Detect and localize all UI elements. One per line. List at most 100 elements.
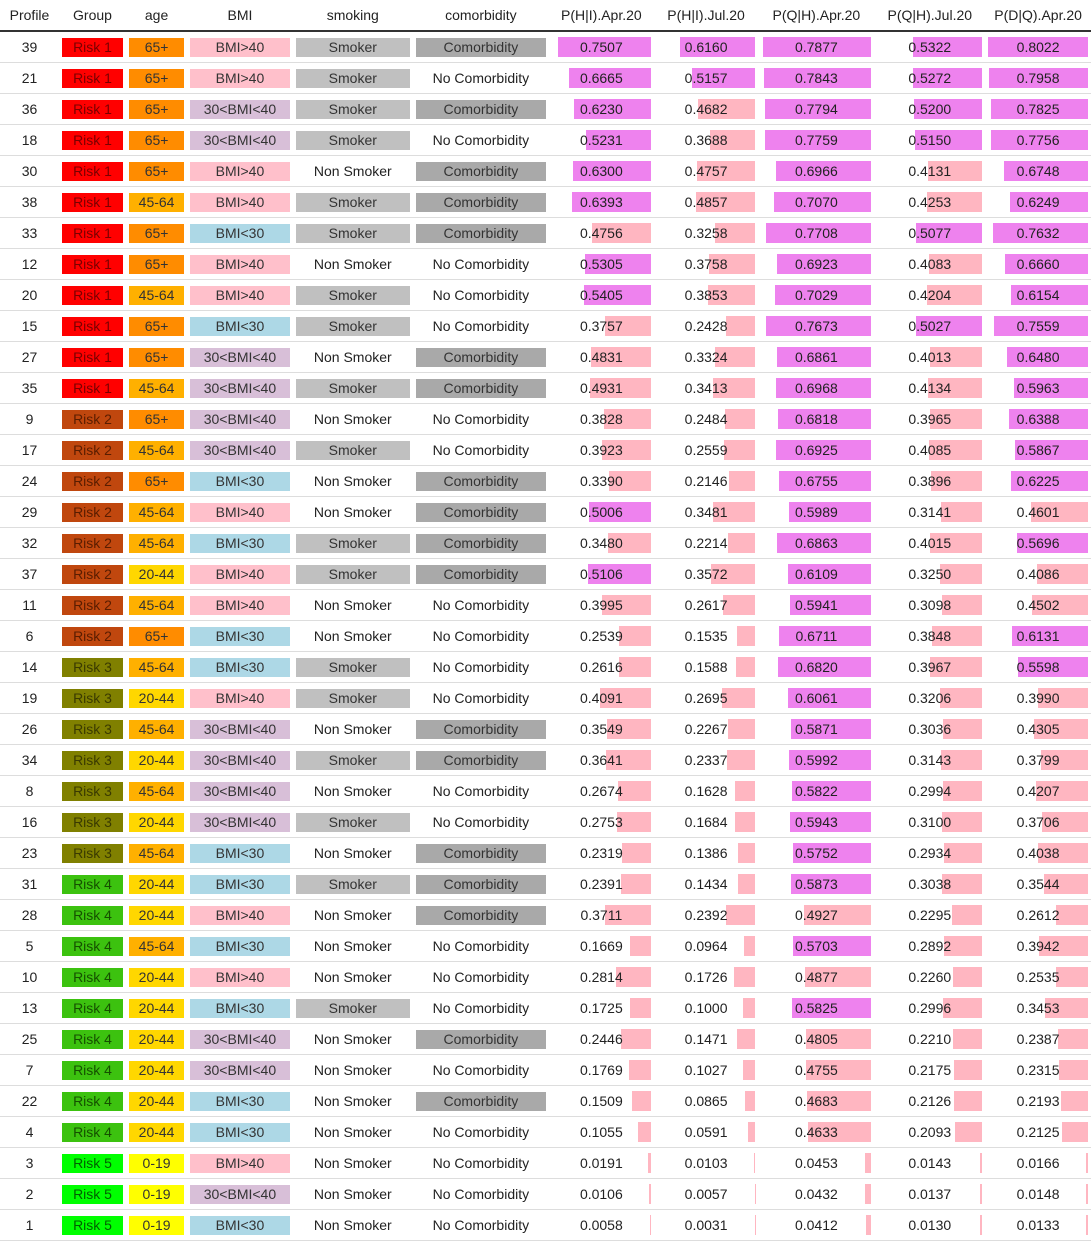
value-label: 0.2260	[877, 967, 982, 987]
comorbidity-cell: Comorbidity	[413, 1024, 549, 1055]
age-badge: 20-44	[129, 1123, 184, 1142]
smoking-badge: Smoker	[296, 565, 410, 584]
comorbidity-cell: Comorbidity	[413, 1086, 549, 1117]
smoking-cell: Non Smoker	[293, 342, 413, 373]
comorbidity-cell: No Comorbidity	[413, 404, 549, 435]
group-cell: Risk 1	[59, 187, 126, 218]
age-cell: 45-64	[126, 931, 187, 962]
profile-cell: 7	[0, 1055, 59, 1086]
p-h-i-apr20-cell: 0.6665	[549, 63, 654, 94]
value-label: 0.2319	[552, 843, 651, 863]
value-label: 0.3688	[657, 130, 756, 150]
bmi-cell: 30<BMI<40	[187, 1024, 293, 1055]
profile-cell: 37	[0, 559, 59, 590]
p-h-i-jul20-cell: 0.0591	[654, 1117, 759, 1148]
group-badge: Risk 4	[62, 1061, 123, 1080]
p-d-q-apr20-cell: 0.4305	[985, 714, 1091, 745]
value-label: 0.1684	[657, 812, 756, 832]
p-h-i-jul20-cell: 0.1535	[654, 621, 759, 652]
group-badge: Risk 3	[62, 689, 123, 708]
value-label: 0.5822	[761, 781, 871, 801]
age-badge: 0-19	[129, 1185, 184, 1204]
smoking-cell: Non Smoker	[293, 931, 413, 962]
bmi-badge: 30<BMI<40	[190, 131, 290, 150]
group-cell: Risk 3	[59, 776, 126, 807]
group-cell: Risk 5	[59, 1210, 126, 1241]
value-label: 0.0865	[657, 1091, 756, 1111]
p-d-q-apr20-cell: 0.7756	[985, 125, 1091, 156]
value-label: 0.6966	[761, 161, 871, 181]
smoking-badge: Non Smoker	[314, 504, 392, 520]
value-label: 0.6249	[988, 192, 1088, 212]
bmi-cell: BMI<30	[187, 993, 293, 1024]
comorbidity-badge: No Comorbidity	[433, 1124, 529, 1140]
comorbidity-cell: No Comorbidity	[413, 1055, 549, 1086]
value-label: 0.2387	[988, 1029, 1088, 1049]
p-h-i-jul20-cell: 0.0103	[654, 1148, 759, 1179]
p-q-h-apr20-cell: 0.5873	[758, 869, 874, 900]
profile-cell: 4	[0, 1117, 59, 1148]
value-label: 0.4038	[988, 843, 1088, 863]
value-label: 0.4134	[877, 378, 982, 398]
bmi-badge: BMI<30	[190, 472, 290, 491]
value-label: 0.4831	[552, 347, 651, 367]
value-label: 0.5231	[552, 130, 651, 150]
group-cell: Risk 1	[59, 94, 126, 125]
bmi-cell: 30<BMI<40	[187, 435, 293, 466]
profile-cell: 25	[0, 1024, 59, 1055]
comorbidity-badge: Comorbidity	[416, 1030, 546, 1049]
p-d-q-apr20-cell: 0.2612	[985, 900, 1091, 931]
p-d-q-apr20-cell: 0.2535	[985, 962, 1091, 993]
p-h-i-apr20-cell: 0.3711	[549, 900, 654, 931]
group-badge: Risk 5	[62, 1154, 123, 1173]
value-label: 0.2315	[988, 1060, 1088, 1080]
age-badge: 65+	[129, 224, 184, 243]
p-h-i-apr20-cell: 0.6300	[549, 156, 654, 187]
value-label: 0.4253	[877, 192, 982, 212]
value-label: 0.3942	[988, 936, 1088, 956]
p-q-h-jul20-cell: 0.5077	[874, 218, 985, 249]
p-q-h-jul20-cell: 0.4085	[874, 435, 985, 466]
bmi-cell: 30<BMI<40	[187, 373, 293, 404]
age-cell: 65+	[126, 249, 187, 280]
comorbidity-badge: Comorbidity	[416, 1092, 546, 1111]
age-badge: 20-44	[129, 751, 184, 770]
p-q-h-apr20-cell: 0.7759	[758, 125, 874, 156]
bmi-cell: BMI>40	[187, 63, 293, 94]
profile-cell: 3	[0, 1148, 59, 1179]
p-q-h-apr20-cell: 0.5752	[758, 838, 874, 869]
smoking-cell: Non Smoker	[293, 466, 413, 497]
bmi-cell: BMI<30	[187, 931, 293, 962]
p-q-h-apr20-cell: 0.7708	[758, 218, 874, 249]
p-h-i-apr20-cell: 0.2319	[549, 838, 654, 869]
value-label: 0.7794	[761, 99, 871, 119]
smoking-cell: Non Smoker	[293, 776, 413, 807]
age-badge: 20-44	[129, 1061, 184, 1080]
value-label: 0.7673	[761, 316, 871, 336]
value-label: 0.3757	[552, 316, 651, 336]
age-badge: 20-44	[129, 875, 184, 894]
p-h-i-jul20-cell: 0.2695	[654, 683, 759, 714]
smoking-cell: Smoker	[293, 218, 413, 249]
group-badge: Risk 1	[62, 317, 123, 336]
p-h-i-apr20-cell: 0.0191	[549, 1148, 654, 1179]
age-badge: 65+	[129, 472, 184, 491]
p-h-i-jul20-cell: 0.3688	[654, 125, 759, 156]
p-q-h-apr20-cell: 0.6711	[758, 621, 874, 652]
comorbidity-badge: Comorbidity	[416, 503, 546, 522]
bmi-cell: BMI<30	[187, 311, 293, 342]
smoking-cell: Smoker	[293, 63, 413, 94]
p-d-q-apr20-cell: 0.6249	[985, 187, 1091, 218]
p-d-q-apr20-cell: 0.8022	[985, 31, 1091, 63]
p-h-i-apr20-cell: 0.1669	[549, 931, 654, 962]
value-label: 0.5106	[552, 564, 651, 584]
value-label: 0.0143	[877, 1153, 982, 1173]
profile-cell: 10	[0, 962, 59, 993]
